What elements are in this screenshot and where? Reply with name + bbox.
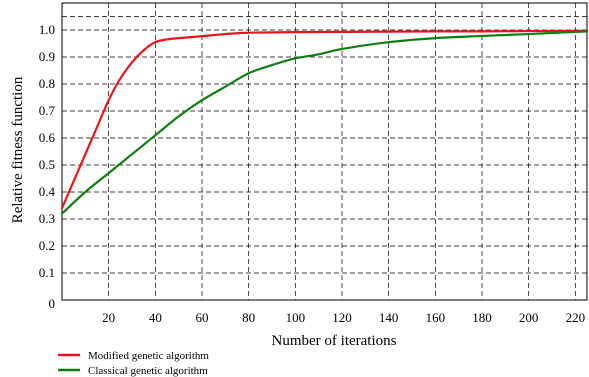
legend-label-modified: Modified genetic algorithm [88,350,209,362]
series-lines [60,29,589,215]
legend-label-classical: Classical genetic algorithm [88,365,208,377]
y-tick-label: 0.8 [39,76,55,91]
y-tick-label: 0.1 [39,265,55,280]
x-tick-label: 200 [519,310,539,325]
y-tick-label: 0.2 [39,238,55,253]
y-tick-label: 0.4 [39,184,56,199]
y-tick-label: 0.7 [39,103,56,118]
x-tick-labels: 20 40 60 80 100 120 140 160 180 200 220 [102,310,585,325]
x-axis-title: Number of iterations [272,333,397,349]
x-tick-label: 100 [286,310,306,325]
y-tick-label: 0 [49,296,56,311]
y-tick-label: 1.0 [39,22,55,37]
series-line-classical [60,30,589,215]
x-tick-label: 60 [196,310,209,325]
y-axis-title: Relative fitness function [10,76,26,223]
x-tick-label: 140 [379,310,399,325]
y-tick-labels: 0 0.1 0.2 0.3 0.4 0.5 0.6 0.7 0.8 0.9 1.0 [39,22,56,311]
series-line-modified [60,29,589,210]
y-tick-label: 0.5 [39,157,55,172]
x-tick-label: 20 [102,310,115,325]
x-tick-label: 120 [332,310,352,325]
grid-lines [62,3,587,300]
x-tick-label: 40 [149,310,162,325]
x-tick-label: 80 [242,310,255,325]
legend: Modified genetic algorithm Classical gen… [58,350,209,377]
y-tick-label: 0.6 [39,130,56,145]
y-tick-label: 0.3 [39,211,55,226]
x-tick-label: 180 [472,310,492,325]
x-tick-label: 160 [426,310,446,325]
y-tick-label: 0.9 [39,49,55,64]
x-tick-label: 220 [566,310,586,325]
plot-frame [61,2,588,301]
